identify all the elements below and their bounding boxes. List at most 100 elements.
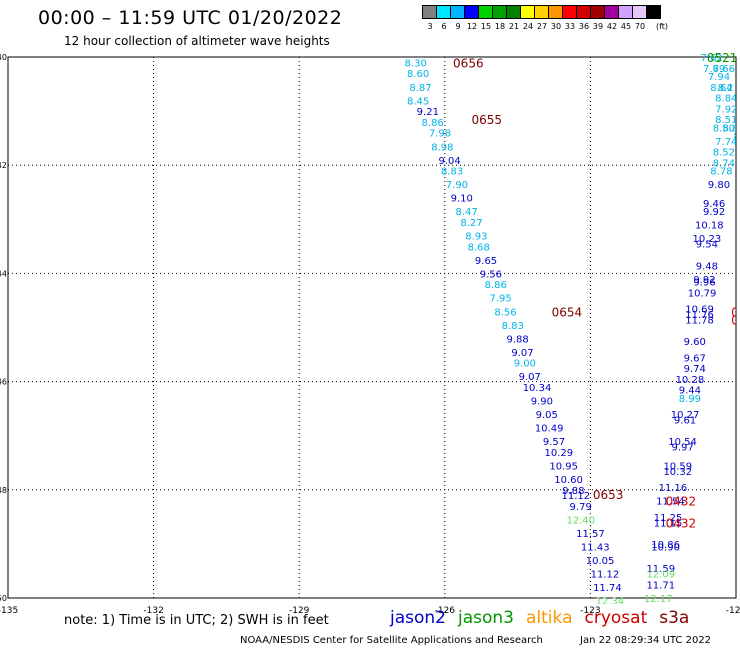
wave-height-value: 11.76: [685, 310, 714, 321]
wave-height-value: 8.82: [722, 123, 740, 134]
wave-height-value: 9.97: [671, 443, 693, 454]
legend-s3a: s3a: [659, 608, 690, 628]
wave-height-value: 8.98: [431, 142, 453, 153]
legend-altika: altika: [526, 608, 573, 628]
wave-height-value: 8.30: [405, 58, 427, 69]
satellite-legend: jason2 jason3 altika cryosat s3a: [390, 608, 701, 628]
wave-height-value: 8.21: [718, 83, 740, 94]
wave-height-value: 9.04: [439, 156, 461, 167]
wave-height-value: 11.71: [646, 580, 675, 591]
wave-height-value: 11.25: [654, 513, 683, 524]
wave-height-value: 9.96: [693, 278, 715, 289]
colorbar-labels: 3 6 9 12 15 18 21 24 27 30 33 36 39 42 45 70 (ft): [422, 22, 740, 34]
data-layer: 8.308.608.878.459.218.867.988.989.048.83…: [405, 51, 740, 608]
wave-height-value: 9.05: [536, 410, 558, 421]
wave-height-colorbar: [422, 5, 661, 19]
wave-height-value: 11.43: [581, 543, 610, 554]
wave-height-value: 10.54: [668, 437, 697, 448]
colorbar-tick-label: 24: [522, 22, 534, 31]
wave-height-value: 9.74: [684, 364, 706, 375]
wave-height-value: 10.49: [535, 424, 564, 435]
x-tick-label: -123: [580, 606, 600, 616]
chart-subtitle: 12 hour collection of altimeter wave hei…: [64, 34, 330, 48]
colorbar-unit-label: (ft): [655, 22, 669, 31]
colorbar-tick-label: 33: [564, 22, 576, 31]
plot-frame: [7, 56, 737, 599]
y-tick-label: -46: [0, 378, 7, 387]
wave-height-value: 8.74: [713, 158, 735, 169]
legend-jason2: jason2: [390, 608, 446, 628]
wave-height-value: 11.12: [591, 570, 620, 581]
wave-height-value: 8.51: [715, 115, 737, 126]
pass-time-label: 0432: [666, 495, 697, 509]
wave-height-value: 7.92: [715, 104, 737, 115]
pass-time-label: 0655: [471, 113, 502, 127]
wave-height-value: 7.98: [429, 129, 451, 140]
wave-height-value: 9.54: [696, 240, 718, 251]
colorbar-tick-label: 27: [536, 22, 548, 31]
wave-height-value: 8.83: [441, 167, 463, 178]
wave-height-value: 9.60: [684, 337, 706, 348]
wave-height-value: 7.74: [715, 137, 737, 148]
y-tick-label: -48: [0, 486, 7, 495]
wave-height-value: 8.68: [468, 242, 490, 253]
footnote: note: 1) Time is in UTC; 2) SWH is in fe…: [64, 613, 329, 628]
wave-height-value: 11.78: [685, 315, 714, 326]
x-tick-label: -135: [0, 606, 18, 616]
wave-height-value: 8.99: [679, 394, 701, 405]
pass-time-label: 0432: [666, 516, 697, 530]
colorbar-tick-label: 6: [441, 22, 447, 31]
wave-height-value: 8.86: [485, 280, 507, 291]
wave-height-value: 10.86: [651, 540, 680, 551]
wave-height-value: 7.66: [713, 64, 735, 75]
wave-height-value: 10.05: [586, 556, 615, 567]
wave-height-value: 10.95: [549, 461, 578, 472]
legend-jason3: jason3: [458, 608, 514, 628]
colorbar-tick-label: 39: [592, 22, 604, 31]
wave-height-value: 7.94: [708, 72, 730, 83]
wave-height-value: 7.69: [703, 64, 725, 75]
legend-cryosat: cryosat: [584, 608, 648, 628]
wave-height-value: 9.48: [696, 261, 718, 272]
colorbar-swatch: [646, 5, 661, 19]
wave-height-value: 10.59: [663, 461, 692, 472]
y-tick-label: -40: [0, 53, 7, 62]
pass-time-label: 043: [731, 305, 740, 319]
wave-height-value: 9.65: [475, 256, 497, 267]
x-tick-label: -129: [289, 606, 310, 616]
wave-height-value: 8.87: [409, 83, 431, 94]
wave-height-value: 9.88: [506, 334, 528, 345]
wave-height-value: 12.17: [644, 594, 673, 605]
wave-height-value: 9.46: [703, 199, 725, 210]
colorbar-tick-label: 9: [455, 22, 461, 31]
colorbar-tick-label: 42: [606, 22, 618, 31]
wave-height-value: 8.56: [494, 307, 516, 318]
pass-time-label: 0653: [593, 488, 624, 502]
wave-height-value: 8.93: [465, 232, 487, 243]
wave-height-value: 10.79: [688, 288, 717, 299]
colorbar-tick-label: 21: [508, 22, 520, 31]
wave-height-value: 11.57: [576, 529, 605, 540]
wave-height-value: 8.60: [407, 69, 429, 80]
wave-height-value: 11.54: [656, 497, 685, 508]
wave-height-value: 12.34: [595, 597, 624, 608]
x-tick-label: -120: [726, 606, 740, 616]
generated-timestamp: Jan 22 08:29:34 UTC 2022: [580, 635, 712, 646]
pass-time-label: 043: [731, 313, 740, 327]
wave-height-value: 8.: [734, 131, 740, 142]
colorbar-tick-label: 18: [494, 22, 506, 31]
y-tick-label: -44: [0, 269, 7, 278]
wave-height-value: 9.10: [451, 194, 473, 205]
wave-height-value: 8.86: [422, 118, 444, 129]
wave-height-value: 9.44: [679, 386, 701, 397]
wave-height-value: 8.78: [710, 167, 732, 178]
wave-height-value: 9.00: [514, 359, 536, 370]
wave-height-value: 10.34: [523, 383, 552, 394]
wave-height-value: 10.28: [676, 375, 705, 386]
x-tick-label: -126: [435, 606, 456, 616]
wave-height-value: 8.47: [456, 207, 478, 218]
wave-height-value: 9.21: [417, 107, 439, 118]
wave-height-value: 8.84: [715, 94, 737, 105]
wave-height-value: 9.92: [703, 207, 725, 218]
